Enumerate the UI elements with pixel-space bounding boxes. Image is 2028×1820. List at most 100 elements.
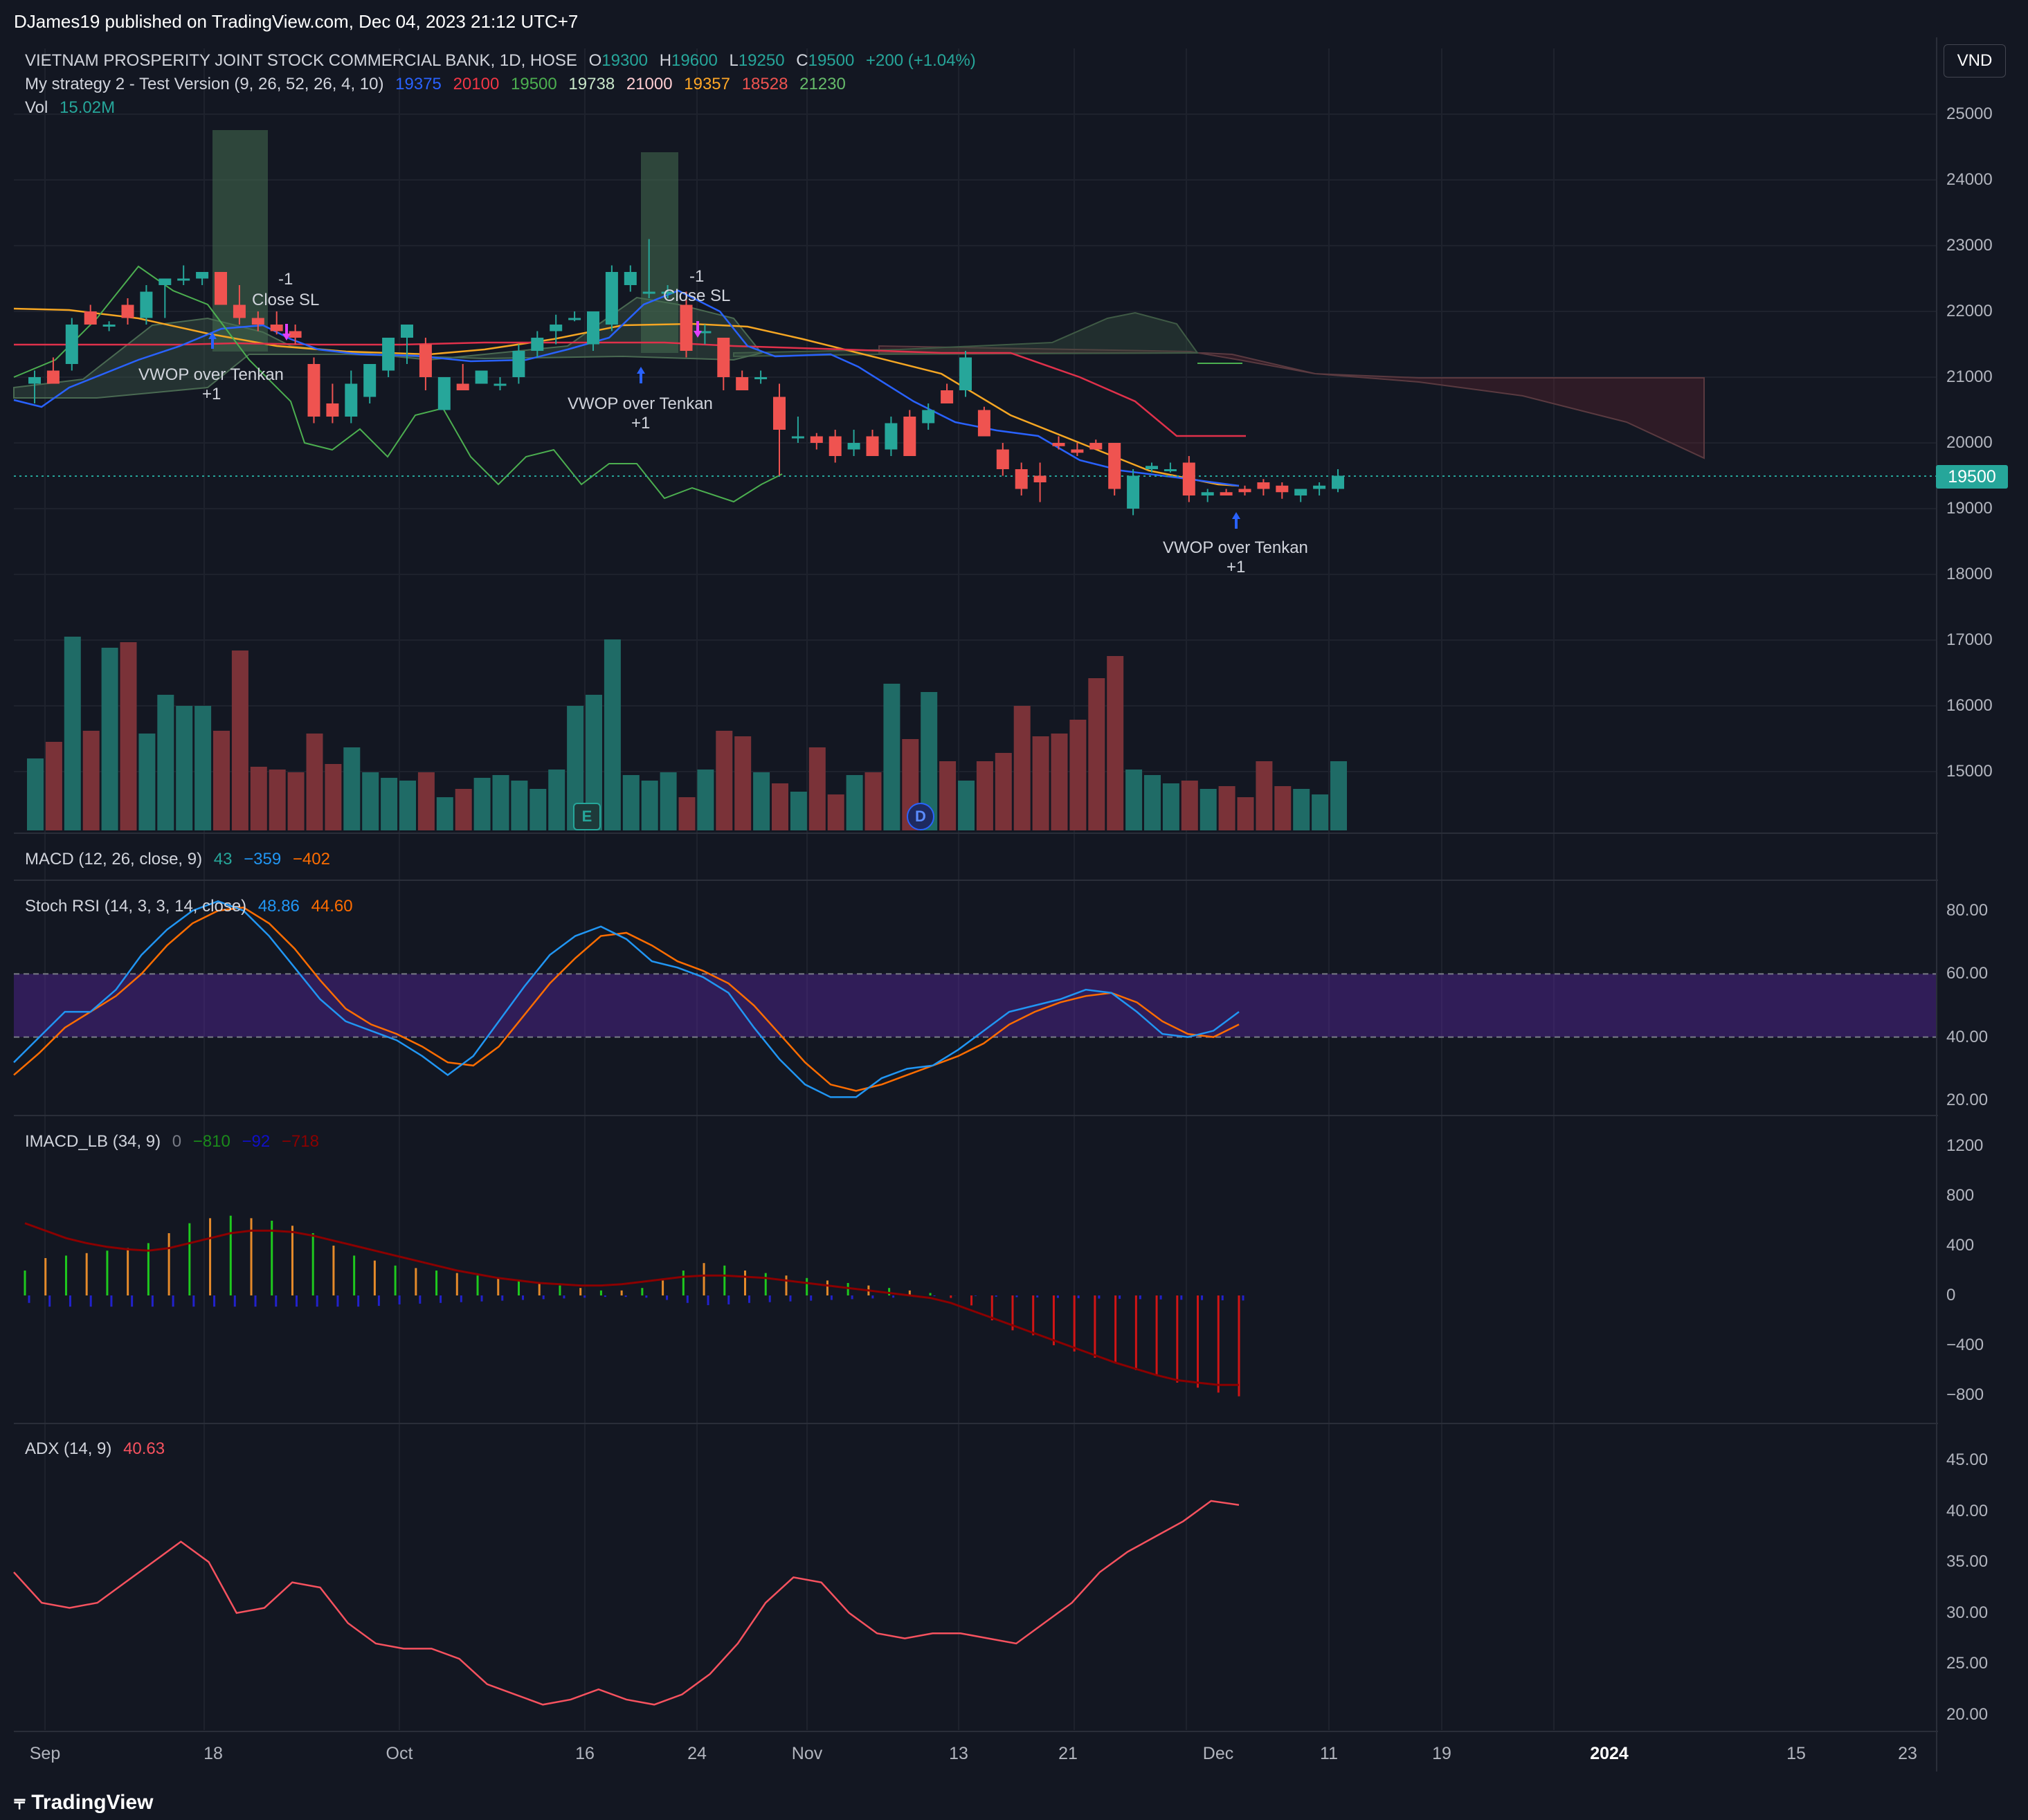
candle — [363, 364, 377, 403]
volume-bar — [473, 778, 491, 830]
volume-legend[interactable]: Vol 15.02M — [25, 98, 122, 118]
candle-body — [1146, 466, 1158, 469]
candle-body — [959, 357, 972, 390]
candle — [810, 433, 823, 450]
candle — [1332, 469, 1344, 493]
candle — [1201, 489, 1214, 502]
price-axis-label: 19000 — [1946, 499, 1993, 518]
candle — [326, 383, 339, 424]
stoch-d-value: 44.60 — [311, 897, 353, 916]
candle — [121, 298, 134, 325]
price-axis-label: 24000 — [1946, 170, 1993, 189]
exit-marker-b: -1 — [689, 267, 705, 286]
strategy-value-5: 21000 — [626, 75, 673, 93]
trade-zone-b — [641, 152, 678, 353]
candle-body — [494, 383, 507, 386]
price-axis-label: 18000 — [1946, 565, 1993, 583]
candle — [885, 417, 898, 456]
stoch-band — [14, 974, 1937, 1037]
volume-bar — [455, 789, 472, 830]
time-axis-label: 21 — [1058, 1744, 1078, 1763]
indicator-lines — [13, 265, 1937, 503]
candle — [996, 443, 1009, 476]
currency-button[interactable]: VND — [1944, 44, 2006, 78]
stoch-axis-label: 40.00 — [1946, 1027, 1989, 1046]
volume-bar — [213, 731, 230, 830]
candle-body — [847, 443, 860, 450]
volume-bar — [381, 778, 398, 830]
volume-bar — [306, 734, 323, 830]
candle-body — [550, 325, 563, 331]
h-label: H — [659, 51, 672, 70]
volume-bar — [716, 731, 733, 830]
candle — [494, 377, 507, 390]
dividend-badge[interactable]: D — [907, 803, 934, 830]
change-value: +200 (+1.04%) — [866, 51, 976, 70]
volume-bar — [250, 767, 267, 830]
stoch-legend[interactable]: Stoch RSI (14, 3, 3, 14, close) 48.86 44… — [25, 897, 360, 916]
candle-body — [1182, 462, 1195, 495]
candle — [642, 239, 655, 298]
candle — [791, 417, 804, 443]
price-axis-label: 17000 — [1946, 630, 1993, 649]
candle — [28, 370, 41, 403]
candle-body — [1201, 492, 1214, 495]
imacd-legend[interactable]: IMACD_LB (34, 9) 0 −810 −92 −718 — [25, 1132, 326, 1152]
strategy-value-6: 19357 — [684, 75, 731, 93]
entry-arrow — [208, 332, 217, 349]
candle-body — [326, 403, 339, 417]
candle — [680, 291, 693, 358]
volume-bar — [1199, 789, 1217, 830]
volume-bar — [120, 642, 137, 830]
adx-axis-label: 20.00 — [1946, 1705, 1989, 1724]
candle-body — [437, 377, 451, 410]
kijun-line — [14, 341, 1246, 437]
stoch-axis-label: 60.00 — [1946, 964, 1989, 983]
strategy-legend[interactable]: My strategy 2 - Test Version (9, 26, 52,… — [25, 75, 853, 94]
volume-bar — [864, 772, 882, 830]
volume-bar — [604, 639, 621, 830]
volume-bar — [343, 747, 361, 830]
candle-body — [401, 325, 413, 338]
imacd-axis-label: 1200 — [1946, 1136, 1984, 1155]
adx-title: ADX (14, 9) — [25, 1439, 112, 1458]
tradingview-logo[interactable]: ⫧ TradingView — [14, 1791, 154, 1814]
macd-line-value: −359 — [244, 850, 282, 868]
volume-bar — [399, 781, 416, 830]
price-axis-label: 25000 — [1946, 104, 1993, 123]
candle-body — [1015, 469, 1028, 489]
volume-bar — [641, 781, 658, 830]
candle — [1276, 482, 1289, 499]
volume-bar — [1218, 786, 1235, 830]
candle-body — [941, 390, 954, 403]
candle — [512, 344, 525, 384]
candle-body — [475, 370, 488, 384]
candle — [1033, 462, 1047, 502]
candle — [1182, 456, 1195, 502]
adx-legend[interactable]: ADX (14, 9) 40.63 — [25, 1439, 172, 1459]
macd-legend[interactable]: MACD (12, 26, close, 9) 43 −359 −402 — [25, 850, 337, 869]
imacd-axis-label: 0 — [1946, 1286, 1956, 1304]
volume-label: Vol — [25, 98, 48, 117]
candle-body — [456, 383, 469, 390]
time-axis-label: Dec — [1202, 1744, 1234, 1763]
candle-body — [251, 318, 264, 325]
candle-body — [680, 304, 693, 351]
volume-bar — [1293, 789, 1310, 830]
candle — [1071, 443, 1084, 456]
price-axis-label: 20000 — [1946, 433, 1993, 452]
volume-bar — [808, 747, 826, 830]
volume-value: 15.02M — [60, 98, 116, 117]
time-axis-label: 16 — [575, 1744, 595, 1763]
volume-bar — [436, 797, 453, 830]
earnings-badge[interactable]: E — [573, 803, 601, 830]
candle-body — [270, 325, 283, 331]
adx-value: 40.63 — [123, 1439, 165, 1458]
candle-body — [1052, 443, 1065, 446]
candle-body — [345, 383, 358, 417]
candle — [922, 403, 935, 430]
entry-marker-a: +1 — [202, 385, 221, 403]
candle — [903, 410, 916, 456]
time-axis-label: Oct — [386, 1744, 413, 1763]
